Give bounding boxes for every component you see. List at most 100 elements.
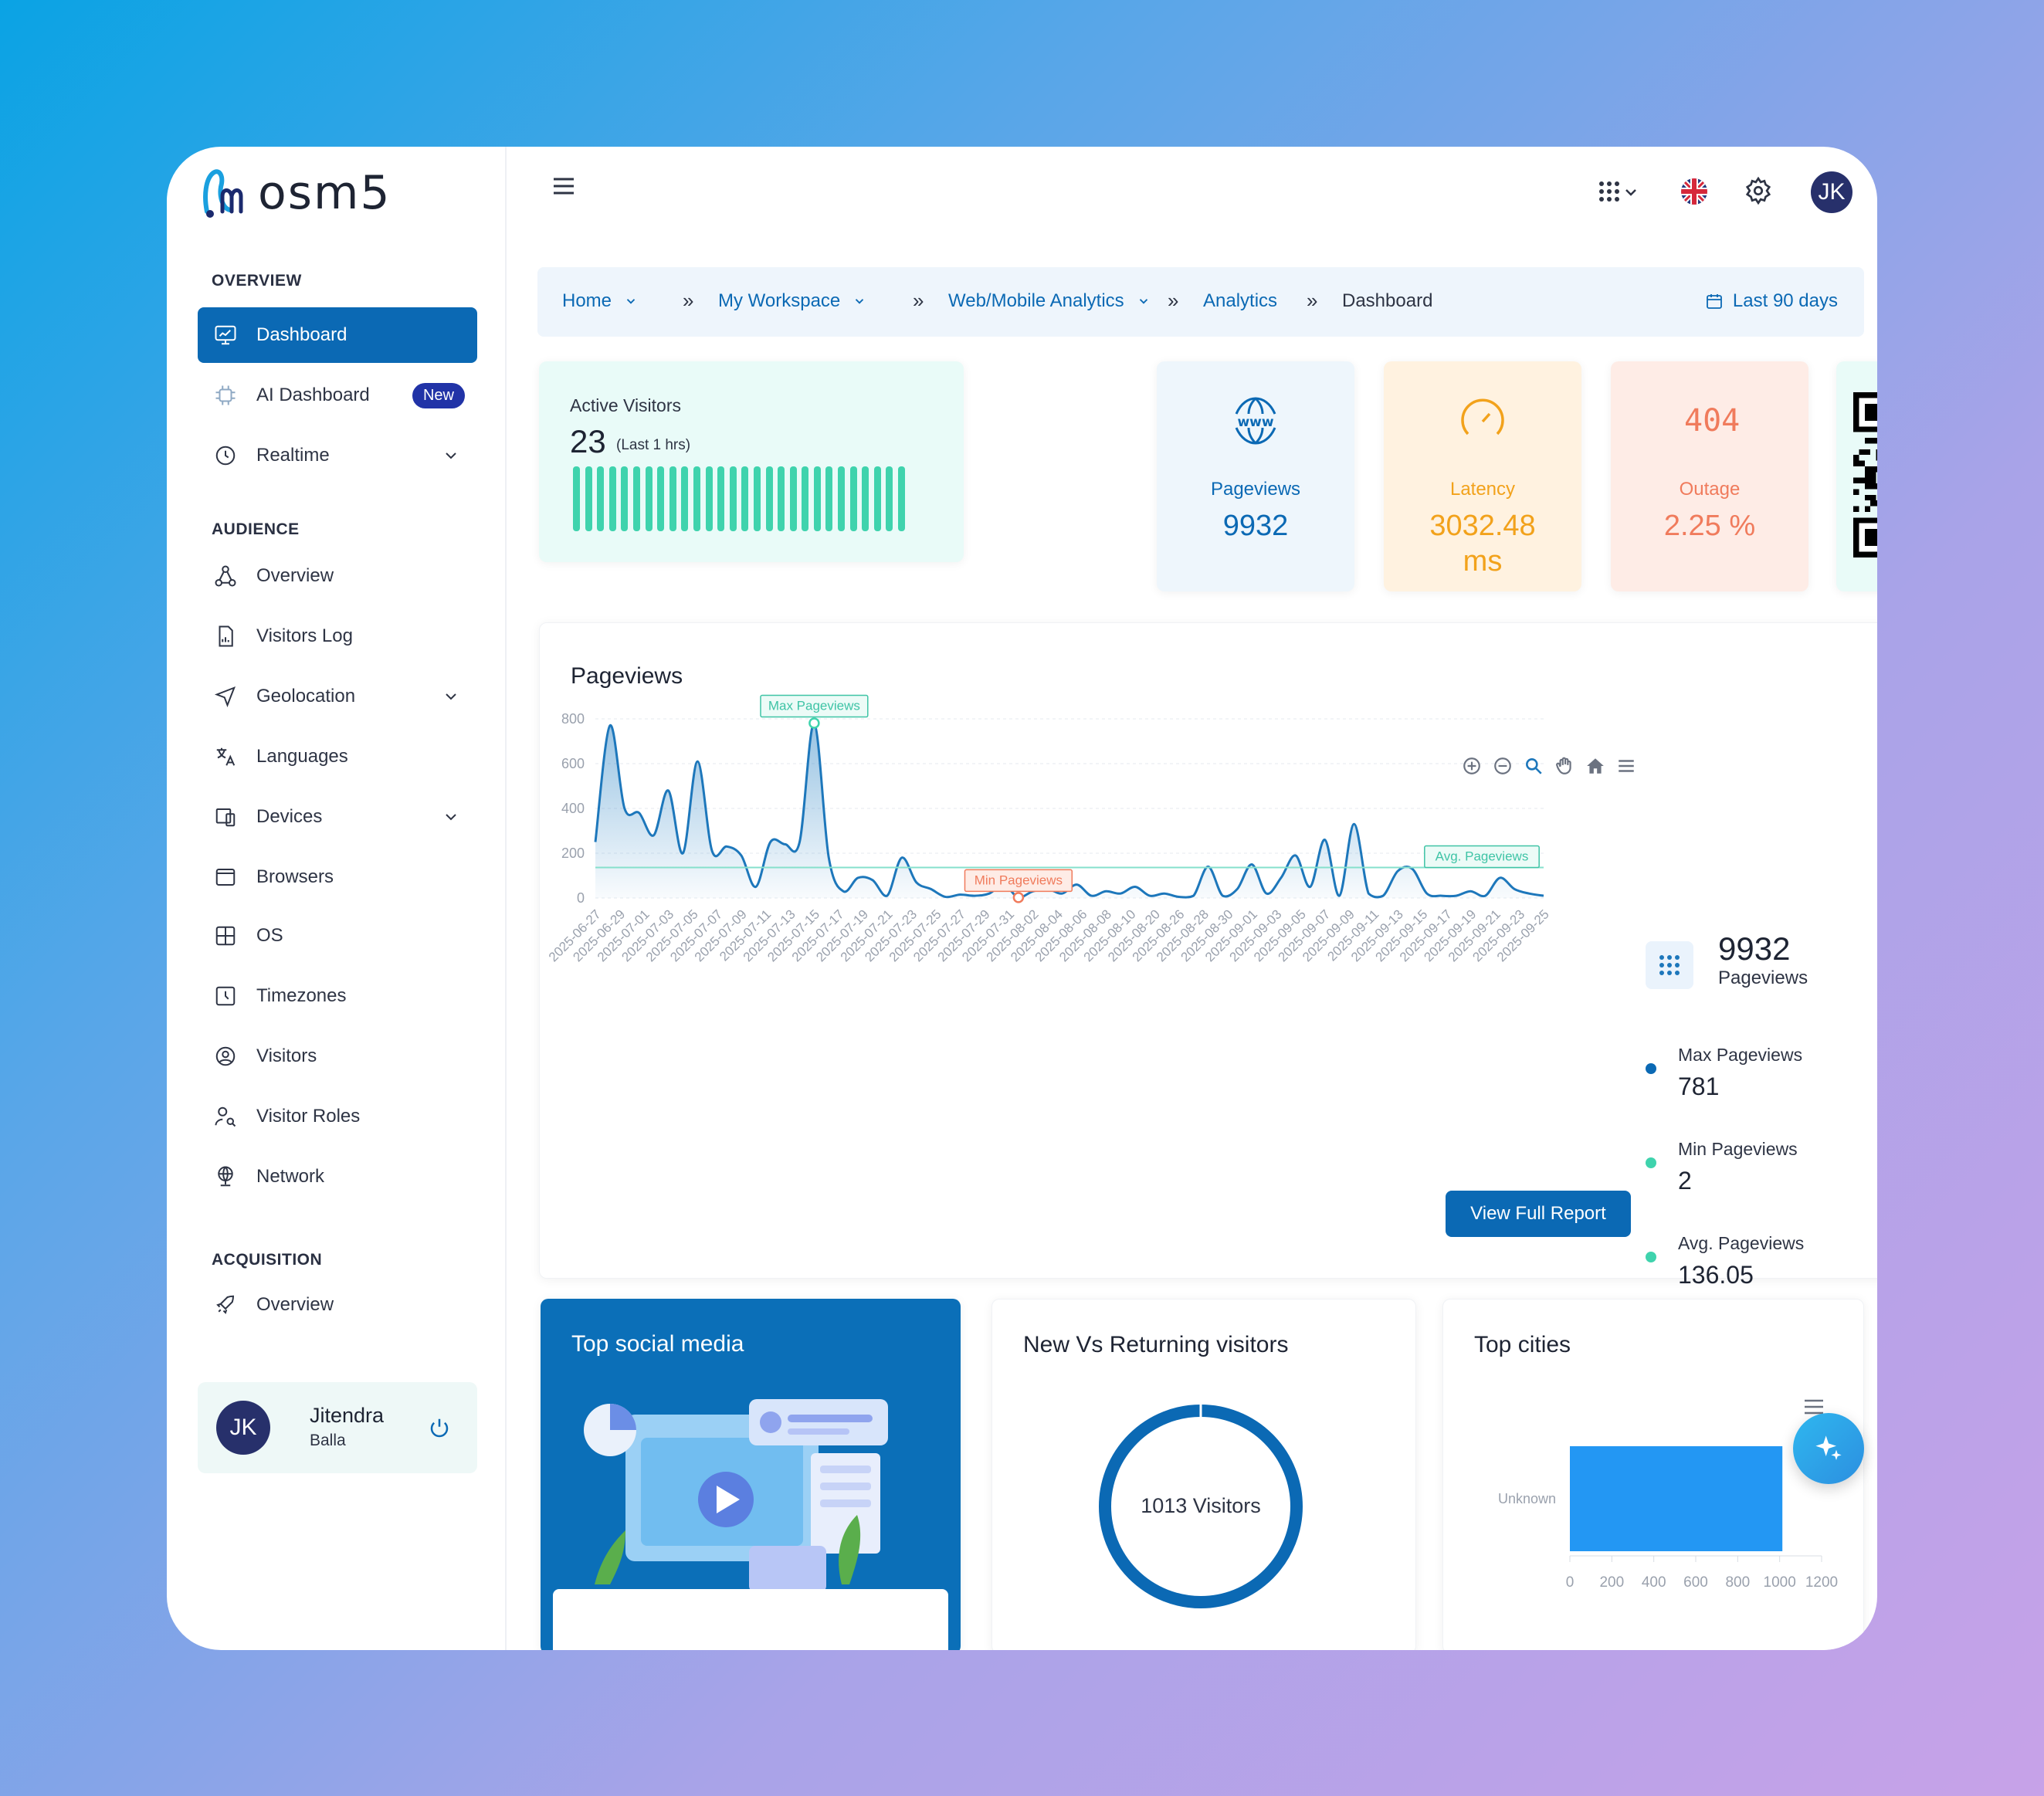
y-tick-label: 600 xyxy=(561,756,585,771)
pageviews-card: www Pageviews 9932 xyxy=(1157,361,1354,591)
sidebar-item-ai-dashboard[interactable]: AI Dashboard New xyxy=(198,368,477,423)
activity-bar xyxy=(802,466,809,531)
grid-icon xyxy=(213,923,238,948)
breadcrumb-label: Dashboard xyxy=(1342,290,1433,311)
city-category-label: Unknown xyxy=(1498,1491,1556,1506)
chart-menu-icon[interactable] xyxy=(1616,756,1636,776)
zoom-in-icon[interactable] xyxy=(1462,756,1482,776)
chart-x-ticks: 2025-06-272025-06-292025-07-012025-07-03… xyxy=(546,906,1552,964)
breadcrumb-web-mobile[interactable]: Web/Mobile Analytics xyxy=(948,290,1151,312)
sidebar-item-realtime[interactable]: Realtime xyxy=(198,428,477,483)
gear-icon[interactable] xyxy=(1744,176,1773,205)
activity-bar xyxy=(753,466,761,531)
pageviews-panel: Pageviews 0 200 400 600 800 2025-06-27 2025-0… xyxy=(539,622,1877,1289)
breadcrumb: Home » My Workspace » Web/Mobile Analyti… xyxy=(537,267,1864,337)
chart-annotations: Max Pageviews Min Pageviews Avg. Pageviews xyxy=(760,694,1540,903)
sidebar-item-os[interactable]: OS xyxy=(198,908,477,964)
clock-icon xyxy=(213,443,238,468)
activity-bar xyxy=(862,466,869,531)
sidebar-item-label: AI Dashboard xyxy=(256,385,370,405)
active-visitors-label: Active Visitors xyxy=(570,395,682,415)
section-overview: OVERVIEW xyxy=(212,272,302,290)
activity-bar xyxy=(849,466,857,531)
nvr-title: New Vs Returning visitors xyxy=(1023,1332,1289,1357)
pageviews-chart: 0 200 400 600 800 2025-06-272025-06-292025-0… xyxy=(546,694,1552,964)
sidebar-item-timezones[interactable]: Timezones xyxy=(198,968,477,1024)
sidebar-item-browsers[interactable]: Browsers xyxy=(198,849,477,905)
avg-value: 136.05 xyxy=(1678,1261,1754,1289)
sidebar-item-label: Browsers xyxy=(256,866,334,887)
zoom-select-icon[interactable] xyxy=(1524,756,1544,776)
qr-code-card[interactable] xyxy=(1836,361,1877,591)
chevron-down-icon xyxy=(626,299,636,304)
active-visitors-card: Active Visitors 23 (Last 1 hrs) xyxy=(539,361,964,562)
avg-label: Avg. Pageviews xyxy=(1678,1233,1805,1253)
latency-card: Latency 3032.48 ms xyxy=(1384,361,1581,591)
sidebar-item-overview[interactable]: Overview xyxy=(198,548,477,604)
breadcrumb-separator: » xyxy=(1307,289,1318,312)
uk-flag-icon[interactable] xyxy=(1680,178,1708,205)
sidebar-item-visitors-log[interactable]: Visitors Log xyxy=(198,608,477,664)
sidebar: osm5 OVERVIEW Dashboard AI Dashboard New… xyxy=(167,147,507,1650)
logo[interactable]: osm5 xyxy=(199,165,392,221)
activity-bar xyxy=(765,466,773,531)
power-icon[interactable] xyxy=(428,1416,451,1439)
ai-assistant-button[interactable] xyxy=(1793,1413,1864,1484)
latency-label: Latency xyxy=(1449,479,1516,500)
activity-bar xyxy=(886,466,893,531)
avatar: JK xyxy=(216,1401,270,1455)
breadcrumb-separator: » xyxy=(913,289,924,312)
header-avatar[interactable]: JK xyxy=(1811,171,1852,213)
breadcrumb-separator: » xyxy=(1168,289,1179,312)
breadcrumb-analytics[interactable]: Analytics xyxy=(1203,290,1277,312)
breadcrumb-current: Dashboard xyxy=(1342,290,1432,312)
sidebar-item-network[interactable]: Network xyxy=(198,1149,477,1205)
date-range-picker[interactable]: Last 90 days xyxy=(1705,290,1838,312)
date-range-label: Last 90 days xyxy=(1732,290,1838,311)
activity-bars xyxy=(573,466,906,531)
apps-grid-icon[interactable] xyxy=(1598,179,1642,207)
activity-bar xyxy=(729,466,737,531)
sidebar-item-visitor-roles[interactable]: Visitor Roles xyxy=(198,1089,477,1144)
browser-icon xyxy=(213,865,238,890)
chart-menu-icon[interactable] xyxy=(1803,1398,1825,1415)
city-tick-label: 800 xyxy=(1725,1574,1750,1591)
pageviews-area xyxy=(595,723,1544,898)
activity-bar xyxy=(669,466,676,531)
video-illustration-icon xyxy=(584,1399,888,1592)
y-tick-label: 0 xyxy=(577,890,585,906)
sidebar-item-languages[interactable]: Languages xyxy=(198,729,477,784)
chevron-down-icon xyxy=(446,814,456,821)
breadcrumb-home[interactable]: Home xyxy=(562,290,638,312)
sidebar-item-dashboard[interactable]: Dashboard xyxy=(198,307,477,363)
pan-hand-icon[interactable] xyxy=(1554,756,1575,776)
sidebar-item-devices[interactable]: Devices xyxy=(198,789,477,845)
globe-network-icon xyxy=(213,1164,238,1189)
city-tick-label: 600 xyxy=(1683,1574,1708,1591)
social-list-panel xyxy=(553,1589,948,1650)
latency-number: 3032.48 xyxy=(1429,510,1536,542)
breadcrumb-workspace[interactable]: My Workspace xyxy=(718,290,866,312)
activity-bar xyxy=(573,466,580,531)
sidebar-item-acquisition-overview[interactable]: Overview xyxy=(198,1277,477,1333)
sidebar-item-label: OS xyxy=(256,925,283,946)
user-circle-icon xyxy=(213,1044,238,1069)
home-reset-icon[interactable] xyxy=(1585,756,1605,776)
activity-bar xyxy=(657,466,665,531)
www-globe-icon: www xyxy=(1235,397,1276,445)
menu-toggle-icon[interactable] xyxy=(551,176,576,196)
pageviews-title: Pageviews xyxy=(571,663,683,689)
svg-text:Avg. Pageviews: Avg. Pageviews xyxy=(1436,849,1529,864)
navigation-icon xyxy=(213,684,238,709)
sidebar-item-visitors[interactable]: Visitors xyxy=(198,1028,477,1084)
view-full-report-button[interactable]: View Full Report xyxy=(1446,1191,1631,1237)
avg-dot xyxy=(1646,1252,1656,1262)
user-card[interactable]: JK Jitendra Balla xyxy=(198,1382,477,1473)
max-dot xyxy=(1646,1063,1656,1074)
zoom-out-icon[interactable] xyxy=(1493,756,1513,776)
city-tick-label: 0 xyxy=(1566,1574,1575,1591)
activity-bar xyxy=(645,466,653,531)
activity-bar xyxy=(789,466,797,531)
summary-total-label: Pageviews xyxy=(1718,967,1808,988)
sidebar-item-geolocation[interactable]: Geolocation xyxy=(198,669,477,724)
